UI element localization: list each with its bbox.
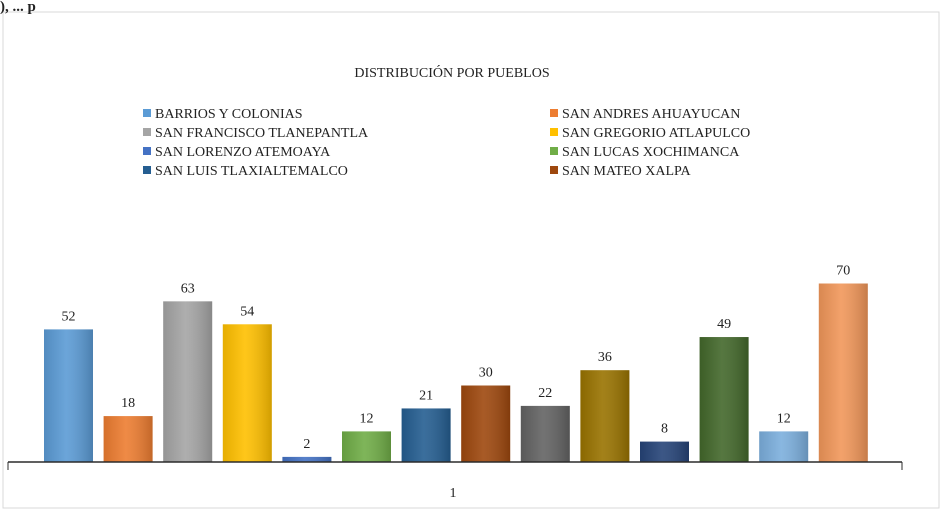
- legend-swatch: [143, 147, 151, 155]
- bars: [44, 283, 868, 462]
- x-tick-label: 1: [450, 486, 457, 501]
- bar-shading: [699, 337, 749, 462]
- data-label: 21: [419, 388, 433, 403]
- bar-shading: [103, 416, 153, 462]
- legend-swatch: [550, 147, 558, 155]
- header-fragment: ), ... p: [0, 0, 36, 15]
- bar-shading: [759, 431, 809, 462]
- data-label: 22: [538, 386, 552, 401]
- data-label: 2: [303, 437, 310, 452]
- legend-label: SAN MATEO XALPA: [562, 164, 692, 179]
- data-label: 52: [62, 309, 76, 324]
- legend-label: SAN LORENZO ATEMOAYA: [155, 145, 331, 160]
- bar-shading: [44, 329, 93, 462]
- x-axis: [7, 461, 903, 470]
- bar-shading: [461, 385, 511, 462]
- bar-shading: [222, 324, 272, 462]
- legend-swatch: [143, 128, 151, 136]
- legend-swatch: [550, 109, 558, 117]
- data-label: 8: [661, 422, 668, 437]
- data-label: 12: [777, 411, 791, 426]
- legend: BARRIOS Y COLONIAS SAN ANDRES AHUAYUCAN SA…: [143, 107, 750, 179]
- data-label: 63: [181, 281, 195, 296]
- data-label: 70: [836, 264, 850, 279]
- legend-label: SAN LUCAS XOCHIMANCA: [562, 145, 740, 160]
- legend-label: SAN GREGORIO ATLAPULCO: [562, 126, 750, 141]
- legend-swatch: [143, 166, 151, 174]
- bar-shading: [818, 283, 868, 462]
- data-label: 30: [479, 366, 493, 381]
- bar-shading: [520, 405, 570, 462]
- data-label: 54: [240, 304, 254, 319]
- legend-label: SAN FRANCISCO TLANEPANTLA: [155, 126, 369, 141]
- legend-swatch: [550, 128, 558, 136]
- plot-frame: [2, 11, 940, 509]
- bar-shading: [401, 408, 451, 462]
- bar-shading: [163, 301, 213, 462]
- data-labels: 52 18 63 54 2 12 21 30 22 36 8 49 12 70: [62, 264, 851, 452]
- bar-shading: [342, 431, 391, 462]
- legend-label: SAN ANDRES AHUAYUCAN: [562, 107, 740, 122]
- bar-shading: [580, 370, 630, 462]
- legend-label: BARRIOS Y COLONIAS: [155, 107, 303, 122]
- chart-title: DISTRIBUCIÓN POR PUEBLOS: [354, 64, 549, 81]
- legend-swatch: [550, 166, 558, 174]
- bar-shading: [640, 441, 689, 462]
- data-label: 36: [598, 350, 612, 365]
- data-label: 49: [717, 317, 731, 332]
- data-label: 18: [121, 396, 135, 411]
- legend-swatch: [143, 109, 151, 117]
- legend-label: SAN LUIS TLAXIALTEMALCO: [155, 164, 348, 179]
- bar-shading: [282, 456, 332, 462]
- data-label: 12: [360, 411, 374, 426]
